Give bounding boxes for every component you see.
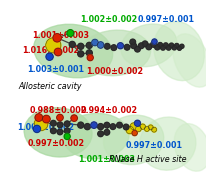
Circle shape: [180, 44, 184, 48]
Circle shape: [46, 53, 53, 60]
Text: 1.001±0.003: 1.001±0.003: [33, 31, 89, 40]
Ellipse shape: [154, 21, 204, 81]
Circle shape: [87, 55, 93, 61]
Circle shape: [136, 126, 141, 132]
Circle shape: [53, 34, 61, 42]
Circle shape: [86, 42, 92, 48]
Circle shape: [135, 120, 141, 126]
Ellipse shape: [174, 124, 210, 171]
Text: 1.000±0.002: 1.000±0.002: [86, 67, 144, 76]
Circle shape: [146, 44, 152, 50]
Text: RNase H active site: RNase H active site: [109, 155, 187, 164]
Text: 0.997±0.001: 0.997±0.001: [126, 141, 183, 150]
Circle shape: [104, 43, 110, 49]
Circle shape: [130, 123, 137, 130]
Circle shape: [151, 42, 156, 47]
Circle shape: [86, 50, 92, 56]
Circle shape: [64, 133, 70, 139]
Circle shape: [78, 43, 84, 49]
Ellipse shape: [139, 117, 196, 170]
Ellipse shape: [173, 34, 212, 87]
Ellipse shape: [24, 108, 92, 157]
Circle shape: [98, 131, 103, 137]
Ellipse shape: [104, 115, 164, 165]
Circle shape: [138, 43, 144, 49]
Circle shape: [177, 46, 182, 50]
Text: 0.997±0.001: 0.997±0.001: [137, 15, 194, 24]
Circle shape: [64, 121, 70, 127]
Circle shape: [123, 124, 129, 130]
Circle shape: [148, 125, 153, 130]
Circle shape: [158, 43, 163, 47]
Circle shape: [91, 122, 97, 128]
Circle shape: [57, 114, 63, 121]
Circle shape: [57, 122, 63, 128]
Circle shape: [169, 43, 174, 48]
Ellipse shape: [34, 24, 113, 78]
Circle shape: [98, 124, 104, 130]
Ellipse shape: [79, 30, 151, 76]
Circle shape: [135, 46, 140, 52]
Circle shape: [111, 45, 117, 50]
Circle shape: [34, 117, 48, 131]
Circle shape: [71, 115, 77, 121]
Text: 1.002±0.002: 1.002±0.002: [80, 15, 137, 24]
Circle shape: [33, 125, 40, 132]
Circle shape: [104, 122, 110, 128]
Text: 0.988±0.002: 0.988±0.002: [30, 106, 87, 115]
Circle shape: [152, 39, 157, 44]
Circle shape: [131, 43, 137, 49]
Circle shape: [161, 45, 165, 50]
Circle shape: [152, 127, 157, 132]
Circle shape: [130, 39, 136, 45]
Circle shape: [166, 45, 171, 50]
Text: 1.001±0.003: 1.001±0.003: [78, 155, 135, 164]
Circle shape: [163, 43, 168, 48]
Circle shape: [57, 129, 63, 135]
Circle shape: [117, 122, 122, 128]
Circle shape: [51, 128, 56, 134]
Circle shape: [140, 124, 145, 129]
Circle shape: [104, 129, 110, 135]
Circle shape: [132, 130, 137, 136]
Circle shape: [92, 39, 98, 46]
Text: 1.003±0.001: 1.003±0.001: [27, 65, 84, 74]
Circle shape: [174, 43, 179, 48]
Text: 0.997±0.002: 0.997±0.002: [28, 139, 85, 148]
Text: Allosteric cavity: Allosteric cavity: [18, 82, 82, 91]
Circle shape: [78, 122, 84, 128]
Circle shape: [35, 114, 43, 121]
Circle shape: [117, 43, 123, 49]
Ellipse shape: [121, 24, 177, 67]
Circle shape: [51, 120, 56, 126]
Circle shape: [145, 126, 149, 131]
Circle shape: [78, 51, 84, 57]
Circle shape: [142, 41, 148, 47]
Circle shape: [97, 42, 104, 48]
Circle shape: [69, 41, 75, 47]
Circle shape: [46, 38, 61, 53]
Text: 0.994±0.002: 0.994±0.002: [81, 106, 138, 115]
Circle shape: [155, 45, 160, 50]
Text: 1.000±0.002: 1.000±0.002: [18, 123, 75, 132]
Circle shape: [126, 126, 134, 134]
Circle shape: [84, 124, 90, 130]
Circle shape: [172, 45, 176, 50]
Ellipse shape: [63, 113, 129, 159]
Text: 1.016±0.002: 1.016±0.002: [22, 46, 79, 55]
Circle shape: [43, 115, 50, 123]
Circle shape: [64, 128, 70, 134]
Circle shape: [54, 48, 62, 56]
Circle shape: [67, 30, 74, 36]
Circle shape: [124, 44, 130, 50]
Circle shape: [110, 124, 116, 129]
